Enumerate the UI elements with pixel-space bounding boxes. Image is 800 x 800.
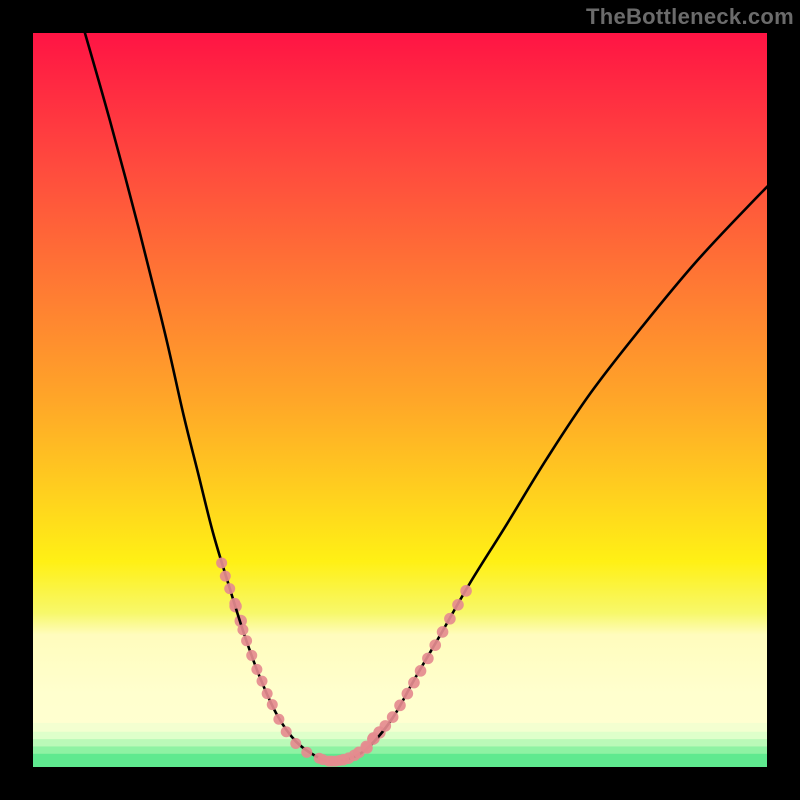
marker-dot — [387, 711, 399, 723]
marker-dot — [229, 598, 240, 609]
curve-layer — [33, 33, 767, 767]
marker-dot — [452, 599, 464, 611]
marker-dot — [394, 700, 406, 712]
marker-dot — [460, 585, 472, 597]
marker-dot — [262, 688, 273, 699]
marker-dot — [422, 653, 434, 665]
frame: TheBottleneck.com — [0, 0, 800, 800]
marker-dot — [246, 650, 257, 661]
marker-dot — [402, 688, 414, 700]
marker-dot — [241, 635, 252, 646]
marker-dot — [437, 626, 449, 638]
marker-dot — [444, 613, 456, 625]
marker-dot — [224, 583, 235, 594]
plot-area — [33, 33, 767, 767]
marker-dot — [290, 738, 301, 749]
marker-dot — [415, 665, 427, 677]
marker-dot — [429, 639, 441, 651]
marker-dot — [220, 571, 231, 582]
marker-dot — [251, 664, 262, 675]
marker-dot — [281, 726, 292, 737]
marker-dot — [257, 676, 268, 687]
marker-dot — [216, 557, 227, 568]
marker-dot — [367, 733, 379, 745]
v-curve — [81, 33, 767, 761]
marker-dot — [334, 755, 345, 766]
marker-dot — [408, 677, 420, 689]
watermark-text: TheBottleneck.com — [586, 4, 794, 30]
marker-dot — [237, 624, 248, 635]
marker-dot — [301, 747, 312, 758]
marker-dot — [267, 699, 278, 710]
marker-dot — [273, 714, 284, 725]
